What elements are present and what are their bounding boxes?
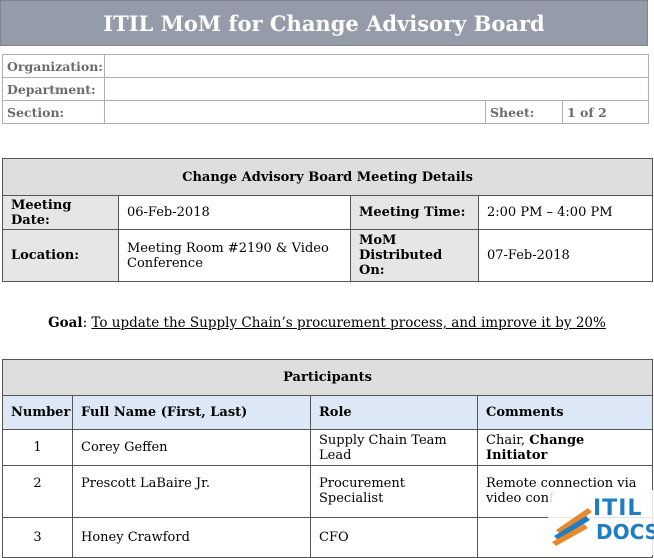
column-header-name: Full Name (First, Last) (72, 395, 311, 430)
meeting-details-heading: Change Advisory Board Meeting Details (2, 158, 653, 196)
participant-name: Honey Crawford (72, 517, 311, 558)
comment-text: Chair, (486, 432, 530, 448)
participant-number: 3 (2, 517, 73, 558)
participant-name: Corey Geffen (72, 429, 311, 466)
mom-distributed-value: 07-Feb-2018 (478, 229, 653, 282)
participant-role: CFO (310, 517, 478, 558)
location-value: Meeting Room #2190 & Video Conference (118, 229, 351, 282)
participant-role: Supply Chain Team Lead (310, 429, 478, 466)
meeting-date-label: Meeting Date: (2, 195, 119, 230)
participant-role: Procurement Specialist (310, 465, 478, 518)
participants-heading: Participants (1, 359, 654, 396)
header-fields-table: Organization: Department: Section: Sheet… (2, 54, 649, 124)
meeting-time-value: 2:00 PM – 4:00 PM (478, 195, 653, 230)
itil-docs-logo: ITIL DOCS (548, 490, 654, 555)
meeting-details-table: Change Advisory Board Meeting Details Me… (2, 158, 653, 282)
comment-text: Remote connection via video conf (486, 476, 637, 506)
document-title: ITIL MoM for Change Advisory Board (0, 0, 648, 46)
sheet-label: Sheet: (485, 100, 563, 124)
goal-statement: Goal: To update the Supply Chain’s procu… (48, 315, 606, 331)
organization-field[interactable] (104, 54, 649, 78)
goal-label: Goal (48, 315, 83, 331)
participant-number: 1 (2, 429, 73, 466)
mom-distributed-label: MoM Distributed On: (350, 229, 479, 282)
department-field[interactable] (104, 77, 649, 101)
location-label: Location: (2, 229, 119, 282)
section-field[interactable] (104, 100, 486, 124)
goal-text: To update the Supply Chain’s procurement… (91, 315, 606, 331)
column-header-number: Number (2, 395, 73, 430)
comment-bold-text: Change Initiator (486, 432, 585, 463)
organization-label: Organization: (2, 54, 105, 78)
sheet-value: 1 of 2 (562, 100, 649, 124)
book-icon (552, 508, 592, 546)
department-label: Department: (2, 77, 105, 101)
table-row: 1 Corey Geffen Supply Chain Team Lead Ch… (2, 429, 654, 466)
participant-comment: Chair, Change Initiator (476, 429, 654, 466)
participant-name: Prescott LaBaire Jr. (72, 465, 311, 518)
meeting-date-value: 06-Feb-2018 (118, 195, 351, 230)
column-header-role: Role (310, 395, 478, 430)
section-label: Section: (2, 100, 105, 124)
meeting-time-label: Meeting Time: (350, 195, 479, 230)
logo-text-itil: ITIL (593, 496, 643, 521)
participant-number: 2 (2, 465, 73, 518)
column-header-comments: Comments (476, 395, 654, 430)
logo-text-docs: DOCS (596, 520, 654, 544)
